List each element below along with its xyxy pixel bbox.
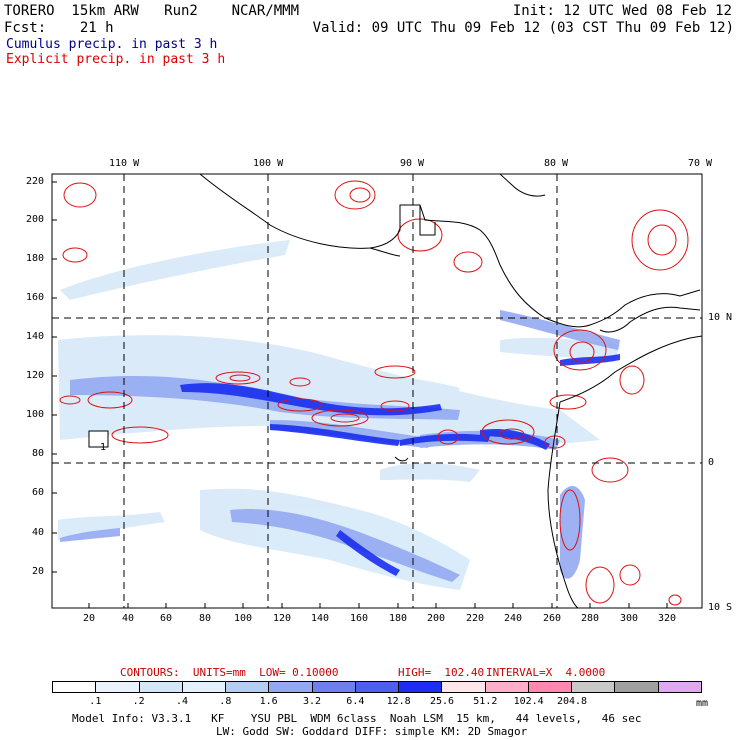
legend-swatch: [485, 682, 529, 692]
x-tick-label: 140: [311, 613, 330, 624]
y-tick-label: 40: [32, 527, 45, 538]
y-tick-label: 60: [32, 487, 45, 498]
x-tick-label: 240: [504, 613, 523, 624]
lon-label: 80 W: [544, 158, 569, 169]
explicit-label: Explicit precip. in past 3 h: [6, 52, 226, 67]
shading-dark: [180, 354, 620, 576]
x-tick-label: 320: [658, 613, 677, 624]
legend-tick-label: 1.6: [259, 696, 278, 707]
footer-physics-info: LW: Godd SW: Goddard DIFF: simple KM: 2D…: [216, 725, 528, 738]
legend-tick-label: 12.8: [386, 696, 411, 707]
x-tick-label: 220: [466, 613, 485, 624]
y-tick-label: 160: [26, 292, 45, 303]
y-tick-label: 140: [26, 331, 45, 342]
lon-label: 90 W: [400, 158, 425, 169]
lat-label: 10 S: [708, 602, 733, 613]
footer-model-info: Model Info: V3.3.1 KF YSU PBL WDM 6class…: [72, 712, 642, 725]
x-tick-label: 100: [234, 613, 253, 624]
legend-swatch: [399, 682, 443, 692]
y-tick-label: 220: [26, 176, 45, 187]
legend-unit: mm: [696, 698, 709, 709]
contour-tag-box: [88, 430, 109, 448]
x-tick-label: 120: [273, 613, 292, 624]
x-tick-label: 40: [122, 613, 135, 624]
legend-colorbar: [52, 681, 702, 693]
legend-tick-label: 102.4: [513, 696, 544, 707]
x-tick-label: 300: [620, 613, 639, 624]
legend-swatch: [528, 682, 573, 692]
legend-tick-label: 51.2: [473, 696, 498, 707]
lon-label: 100 W: [253, 158, 284, 169]
contour-info-interval: INTERVAL=X 4.0000: [486, 666, 606, 679]
header-valid-time: Valid: 09 UTC Thu 09 Feb 12 (03 CST Thu …: [312, 20, 734, 36]
map-frame: [51, 173, 703, 609]
legend-swatch: [572, 682, 616, 692]
legend-tick-label: .1: [89, 696, 102, 707]
legend-tick-label: 204.8: [556, 696, 588, 707]
x-tick-label: 80: [199, 613, 212, 624]
x-tick-label: 200: [427, 613, 446, 624]
legend-swatch: [615, 682, 659, 692]
legend-swatch: [182, 682, 227, 692]
legend-swatch: [226, 682, 270, 692]
legend-swatch: [355, 682, 400, 692]
y-tick-label: 200: [26, 214, 45, 225]
header-title: TORERO 15km ARW Run2 NCAR/MMM: [4, 3, 300, 19]
contour-tag-label: 1: [100, 442, 107, 453]
legend-swatch: [96, 682, 140, 692]
legend-swatch: [139, 682, 183, 692]
lat-label: 0: [708, 457, 715, 468]
legend-tick-label: 3.2: [302, 696, 322, 707]
legend-tick-label: .8: [219, 696, 232, 707]
x-tick-label: 280: [581, 613, 600, 624]
x-tick-label: 160: [350, 613, 369, 624]
x-tick-label: 180: [389, 613, 408, 624]
legend-tick-label: .2: [132, 696, 145, 707]
legend-swatch: [269, 682, 313, 692]
y-tick-label: 20: [32, 566, 45, 577]
legend-swatch: [53, 682, 97, 692]
cumulus-label: Cumulus precip. in past 3 h: [6, 37, 218, 52]
legend-tick-label: 25.6: [429, 696, 455, 707]
x-tick-label: 20: [83, 613, 96, 624]
contour-info-high: HIGH= 102.40: [398, 666, 485, 679]
lon-label: 70 W: [688, 158, 713, 169]
y-axis-ticks: [52, 181, 57, 573]
legend-tick-label: .4: [175, 696, 189, 707]
lat-label: 10 N: [708, 312, 733, 323]
explicit-contours: [59, 180, 689, 606]
contour-info-units: CONTOURS: UNITS=mm LOW= 0.10000: [120, 666, 339, 679]
x-tick-label: 60: [160, 613, 173, 624]
y-tick-label: 100: [26, 409, 45, 420]
legend-swatch: [442, 682, 486, 692]
x-axis-ticks: [88, 603, 668, 608]
header-init-time: Init: 12 UTC Wed 08 Feb 12: [512, 3, 732, 19]
y-tick-label: 180: [26, 253, 45, 264]
legend-swatch: [658, 682, 701, 692]
lon-label: 110 W: [109, 158, 140, 169]
y-tick-label: 80: [32, 448, 45, 459]
latlon-grid: [52, 174, 702, 608]
legend-tick-label: 6.4: [346, 696, 365, 707]
y-tick-label: 120: [26, 370, 45, 381]
header-forecast-hour: Fcst: 21 h: [4, 20, 114, 36]
x-tick-label: 260: [543, 613, 562, 624]
legend-swatch: [312, 682, 356, 692]
